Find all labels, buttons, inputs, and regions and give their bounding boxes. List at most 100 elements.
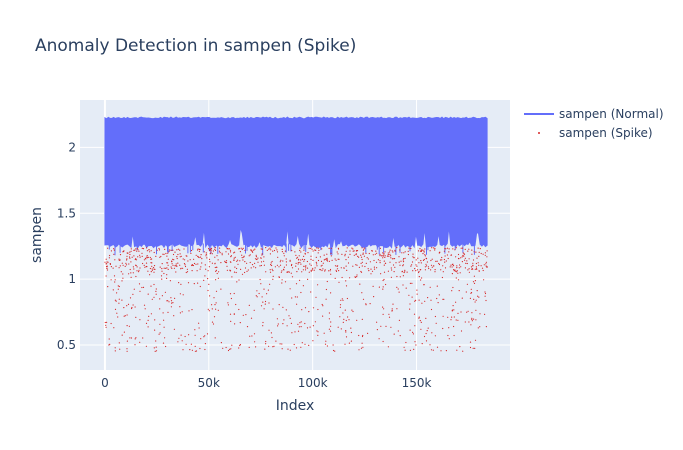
spike-point xyxy=(174,265,176,267)
spike-point xyxy=(397,288,399,290)
spike-point xyxy=(369,261,371,263)
spike-point xyxy=(453,309,455,311)
spike-point xyxy=(304,269,307,271)
spike-point xyxy=(126,305,128,307)
spike-point xyxy=(164,248,166,250)
spike-point xyxy=(421,277,423,279)
spike-point xyxy=(237,259,239,261)
spike-point xyxy=(241,257,243,259)
spike-point xyxy=(389,251,391,253)
spike-point xyxy=(269,247,271,249)
spike-point xyxy=(383,254,385,256)
spike-point xyxy=(291,332,293,334)
spike-point xyxy=(194,345,196,347)
spike-point xyxy=(265,247,267,249)
spike-point xyxy=(215,308,217,310)
spike-point xyxy=(153,265,156,267)
spike-point xyxy=(289,317,291,319)
spike-point xyxy=(109,254,111,257)
spike-point xyxy=(474,268,476,270)
spike-point xyxy=(133,268,135,270)
spike-point xyxy=(425,265,428,267)
spike-point xyxy=(284,250,286,252)
spike-point xyxy=(383,271,386,273)
spike-point xyxy=(105,263,107,265)
spike-point xyxy=(194,350,196,352)
legend-item-normal[interactable]: sampen (Normal) xyxy=(524,107,664,121)
spike-point xyxy=(216,255,218,257)
spike-point xyxy=(426,330,428,332)
spike-point xyxy=(405,287,407,289)
spike-point xyxy=(217,309,219,311)
spike-point xyxy=(324,269,326,271)
spike-point xyxy=(467,250,469,252)
spike-point xyxy=(484,252,486,254)
spike-point xyxy=(217,277,219,279)
spike-point xyxy=(270,249,272,251)
spike-point xyxy=(214,266,216,269)
spike-point xyxy=(387,254,389,256)
spike-point xyxy=(472,347,474,349)
spike-point xyxy=(234,256,236,258)
legend[interactable]: sampen (Normal) sampen (Spike) xyxy=(524,107,664,140)
spike-point xyxy=(334,265,337,267)
spike-point xyxy=(441,276,443,279)
spike-point xyxy=(235,271,237,274)
spike-point xyxy=(312,259,314,261)
spike-point xyxy=(435,322,437,324)
spike-point xyxy=(128,263,130,265)
spike-point xyxy=(463,253,465,255)
spike-point xyxy=(475,319,477,321)
spike-point xyxy=(146,256,148,258)
spike-point xyxy=(373,259,375,262)
spike-point xyxy=(282,306,284,308)
spike-point xyxy=(263,308,265,310)
spike-point xyxy=(423,284,425,286)
spike-point xyxy=(133,255,135,257)
spike-point xyxy=(460,266,462,268)
spike-point xyxy=(151,268,153,270)
spike-point xyxy=(419,248,421,250)
spike-point xyxy=(172,249,174,251)
spike-point xyxy=(281,343,283,345)
spike-point xyxy=(179,249,181,251)
spike-point xyxy=(380,325,382,327)
spike-point xyxy=(176,257,178,260)
spike-point xyxy=(108,344,110,346)
spike-point xyxy=(197,248,199,250)
spike-point xyxy=(241,273,244,275)
spike-point xyxy=(150,285,152,287)
spike-point xyxy=(339,304,342,306)
spike-point xyxy=(444,261,446,263)
spike-point xyxy=(443,258,445,261)
spike-point xyxy=(281,248,283,250)
spike-point xyxy=(145,345,147,347)
chart-title: Anomaly Detection in sampen (Spike) xyxy=(35,36,356,56)
spike-point xyxy=(214,247,216,249)
spike-point xyxy=(158,247,160,250)
spike-point xyxy=(166,267,168,269)
legend-item-spike[interactable]: sampen (Spike) xyxy=(538,126,653,140)
spike-point xyxy=(310,247,312,249)
spike-point xyxy=(436,285,438,287)
spike-point xyxy=(118,298,120,300)
spike-point xyxy=(318,249,320,251)
spike-point xyxy=(118,285,120,288)
spike-point xyxy=(143,259,145,261)
spike-point xyxy=(434,249,436,251)
spike-point xyxy=(446,247,449,249)
spike-point xyxy=(300,251,302,253)
spike-point xyxy=(200,256,202,258)
spike-point xyxy=(214,263,216,265)
spike-point xyxy=(289,259,291,261)
spike-point xyxy=(290,264,293,267)
spike-point xyxy=(199,347,201,350)
spike-point xyxy=(360,256,363,258)
spike-point xyxy=(372,254,374,256)
spike-point xyxy=(220,342,222,344)
spike-point xyxy=(211,262,213,264)
spike-point xyxy=(270,264,272,266)
spike-point xyxy=(253,333,256,335)
spike-point xyxy=(129,253,131,256)
spike-point xyxy=(453,334,455,337)
